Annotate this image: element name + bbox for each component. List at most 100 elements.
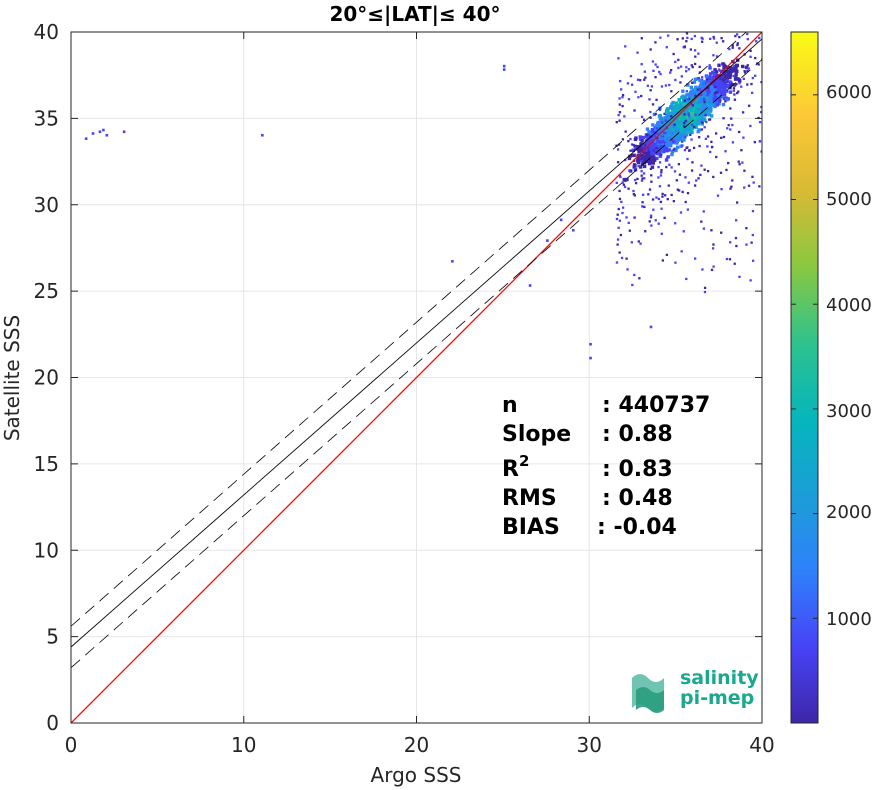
density-cell-sparse — [664, 119, 667, 122]
density-cell-sparse — [665, 253, 669, 257]
density-cell-sparse — [687, 114, 691, 117]
density-cell-sparse — [679, 81, 682, 84]
outlier-point — [98, 130, 102, 134]
density-cell-sparse — [738, 47, 741, 50]
density-cell-sparse — [683, 99, 687, 102]
density-cell-sparse — [700, 164, 703, 167]
density-cell-sparse — [758, 36, 761, 40]
density-cell-sparse — [735, 33, 739, 36]
density-cell-sparse — [649, 214, 653, 217]
rms-upper-bound — [71, 32, 747, 627]
density-cell-sparse — [700, 220, 703, 223]
density-cell — [696, 129, 700, 134]
stat-value-r2: : 0.83 — [602, 457, 673, 482]
density-cell — [654, 139, 658, 143]
y-tick-label: 5 — [46, 625, 59, 649]
density-cell-sparse — [639, 79, 642, 82]
density-cell — [680, 124, 684, 129]
density-cell-sparse — [621, 211, 624, 215]
density-cell-sparse — [663, 216, 666, 220]
y-tick-label: 15 — [34, 452, 59, 476]
density-cell-sparse — [643, 78, 646, 81]
density-cell — [641, 159, 646, 164]
density-cell — [683, 131, 688, 135]
density-cell — [678, 120, 683, 125]
density-cell-sparse — [655, 196, 658, 199]
density-cell-sparse — [640, 179, 644, 182]
density-cell-sparse — [618, 119, 621, 122]
density-cell — [686, 127, 691, 131]
density-cell-sparse — [672, 52, 675, 56]
density-cell-sparse — [655, 98, 658, 102]
density-cell-sparse — [697, 52, 700, 55]
density-cell-sparse — [701, 268, 704, 271]
density-cell-sparse — [621, 94, 625, 97]
density-cell-sparse — [644, 76, 647, 79]
density-cell-sparse — [623, 115, 626, 118]
density-cell-sparse — [624, 45, 627, 48]
density-cell-sparse — [708, 64, 711, 67]
density-cell-sparse — [624, 179, 627, 183]
density-cell — [699, 105, 703, 110]
density-cell — [660, 135, 665, 139]
density-cell-sparse — [618, 97, 621, 100]
density-cell-sparse — [708, 118, 712, 121]
density-cell-sparse — [690, 81, 694, 84]
density-cell — [682, 116, 687, 120]
density-cell-sparse — [615, 121, 618, 124]
density-cell-sparse — [710, 229, 713, 232]
density-cell — [716, 85, 721, 90]
density-cell-sparse — [665, 156, 669, 160]
density-cell-sparse — [626, 82, 630, 85]
density-cell-sparse — [702, 227, 706, 230]
density-cell-sparse — [749, 55, 752, 58]
density-cell — [644, 153, 649, 157]
density-cell — [657, 125, 661, 129]
density-cell — [720, 69, 724, 73]
outlier-point — [649, 325, 653, 329]
density-cell-sparse — [734, 34, 737, 38]
density-cell — [724, 89, 729, 93]
density-cell — [672, 111, 676, 116]
density-cell — [674, 148, 678, 153]
density-cell-sparse — [659, 200, 663, 204]
density-cell-sparse — [677, 58, 680, 62]
density-cell — [705, 75, 709, 79]
density-cell-sparse — [734, 219, 738, 222]
density-cell — [728, 80, 732, 84]
density-cell-sparse — [736, 91, 739, 95]
density-cell — [665, 122, 670, 126]
x-tick-label: 40 — [749, 733, 774, 757]
density-cell-sparse — [732, 65, 735, 68]
density-cell-sparse — [687, 68, 691, 71]
density-cell-sparse — [706, 80, 709, 83]
density-cell-sparse — [668, 163, 671, 166]
density-cell — [686, 83, 690, 87]
density-cell — [652, 158, 657, 162]
density-cell — [658, 149, 662, 154]
density-cell-sparse — [712, 175, 715, 179]
density-cell-sparse — [716, 91, 719, 94]
density-cell-sparse — [615, 261, 619, 264]
density-cell-sparse — [654, 41, 657, 44]
density-cell — [690, 111, 694, 116]
y-tick-labels: 0 5 10 15 20 25 30 35 40 — [34, 20, 59, 735]
density-cell — [737, 78, 742, 82]
density-cell-sparse — [663, 112, 666, 115]
density-cell — [660, 144, 665, 149]
density-cell-sparse — [742, 136, 745, 139]
density-cell-sparse — [703, 126, 706, 129]
y-tick-label: 35 — [34, 106, 59, 130]
density-cell — [686, 102, 691, 107]
y-tick-label: 30 — [34, 193, 59, 217]
density-cell — [701, 113, 705, 118]
density-cell-sparse — [690, 37, 693, 41]
density-cell-sparse — [704, 137, 708, 141]
density-cell-sparse — [680, 250, 683, 253]
density-cell-sparse — [680, 140, 684, 143]
density-cell — [658, 154, 663, 158]
density-cell-sparse — [714, 85, 717, 89]
density-cell — [670, 149, 675, 154]
density-cell — [715, 103, 720, 107]
density-cell — [671, 128, 675, 132]
